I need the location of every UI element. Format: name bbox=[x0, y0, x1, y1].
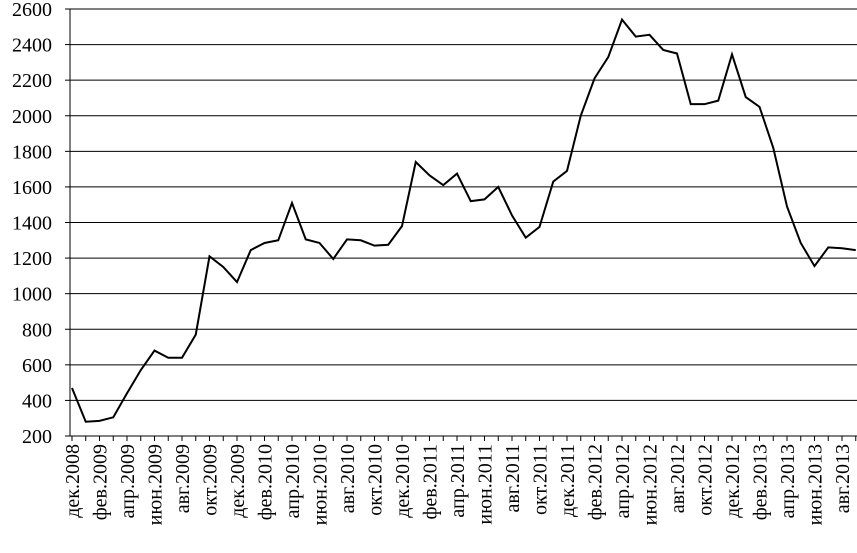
y-tick-label: 1000 bbox=[12, 284, 52, 306]
y-tick-label: 1400 bbox=[12, 213, 52, 235]
y-tick-label: 600 bbox=[22, 355, 52, 377]
x-tick-label: апр.2010 bbox=[282, 444, 304, 518]
x-tick-label: дек.2008 bbox=[62, 444, 84, 518]
x-tick-label: дек.2010 bbox=[392, 444, 414, 518]
x-tick-label: июн.2009 bbox=[145, 444, 167, 525]
x-tick-label: авг.2009 bbox=[172, 444, 194, 513]
x-tick-label: июн.2010 bbox=[310, 444, 332, 525]
x-tick-label: апр.2013 bbox=[777, 444, 799, 518]
x-tick-label: авг.2013 bbox=[832, 444, 854, 513]
x-tick-label: дек.2011 bbox=[557, 444, 579, 517]
x-tick-label: апр.2012 bbox=[612, 444, 634, 518]
x-tick-label: июн.2011 bbox=[475, 444, 497, 525]
x-tick-label: фев.2010 bbox=[255, 444, 277, 520]
x-tick-label: дек.2012 bbox=[722, 444, 744, 518]
x-tick-label: апр.2011 bbox=[447, 444, 469, 518]
y-tick-label: 200 bbox=[22, 426, 52, 448]
y-tick-label: 2600 bbox=[12, 0, 52, 21]
y-tick-label: 1800 bbox=[12, 141, 52, 163]
x-tick-label: июн.2013 bbox=[805, 444, 827, 525]
x-tick-label: фев.2013 bbox=[750, 444, 772, 520]
x-tick-label: апр.2009 bbox=[117, 444, 139, 518]
y-tick-label: 2000 bbox=[12, 106, 52, 128]
x-tick-label: авг.2010 bbox=[337, 444, 359, 513]
y-tick-label: 800 bbox=[22, 319, 52, 341]
data-line bbox=[71, 17, 856, 423]
x-tick-label: авг.2012 bbox=[667, 444, 689, 513]
y-tick-label: 1600 bbox=[12, 177, 52, 199]
x-tick-label: фев.2009 bbox=[90, 444, 112, 520]
y-tick-label: 2400 bbox=[12, 35, 52, 57]
x-tick-label: авг.2011 bbox=[502, 444, 524, 513]
x-tick-label: дек.2009 bbox=[227, 444, 249, 518]
x-tick-label: окт.2011 bbox=[530, 444, 552, 515]
x-tick-label: июн.2012 bbox=[640, 444, 662, 525]
x-tick-label: окт.2009 bbox=[200, 444, 222, 516]
y-tick-label: 400 bbox=[22, 390, 52, 412]
x-tick-label: окт.2012 bbox=[695, 444, 717, 516]
y-tick-label: 2200 bbox=[12, 70, 52, 92]
x-tick-label: фев.2011 bbox=[420, 444, 442, 520]
x-tick-label: окт.2010 bbox=[365, 444, 387, 516]
x-tick-label: фев.2012 bbox=[585, 444, 607, 520]
y-tick-label: 1200 bbox=[12, 248, 52, 270]
